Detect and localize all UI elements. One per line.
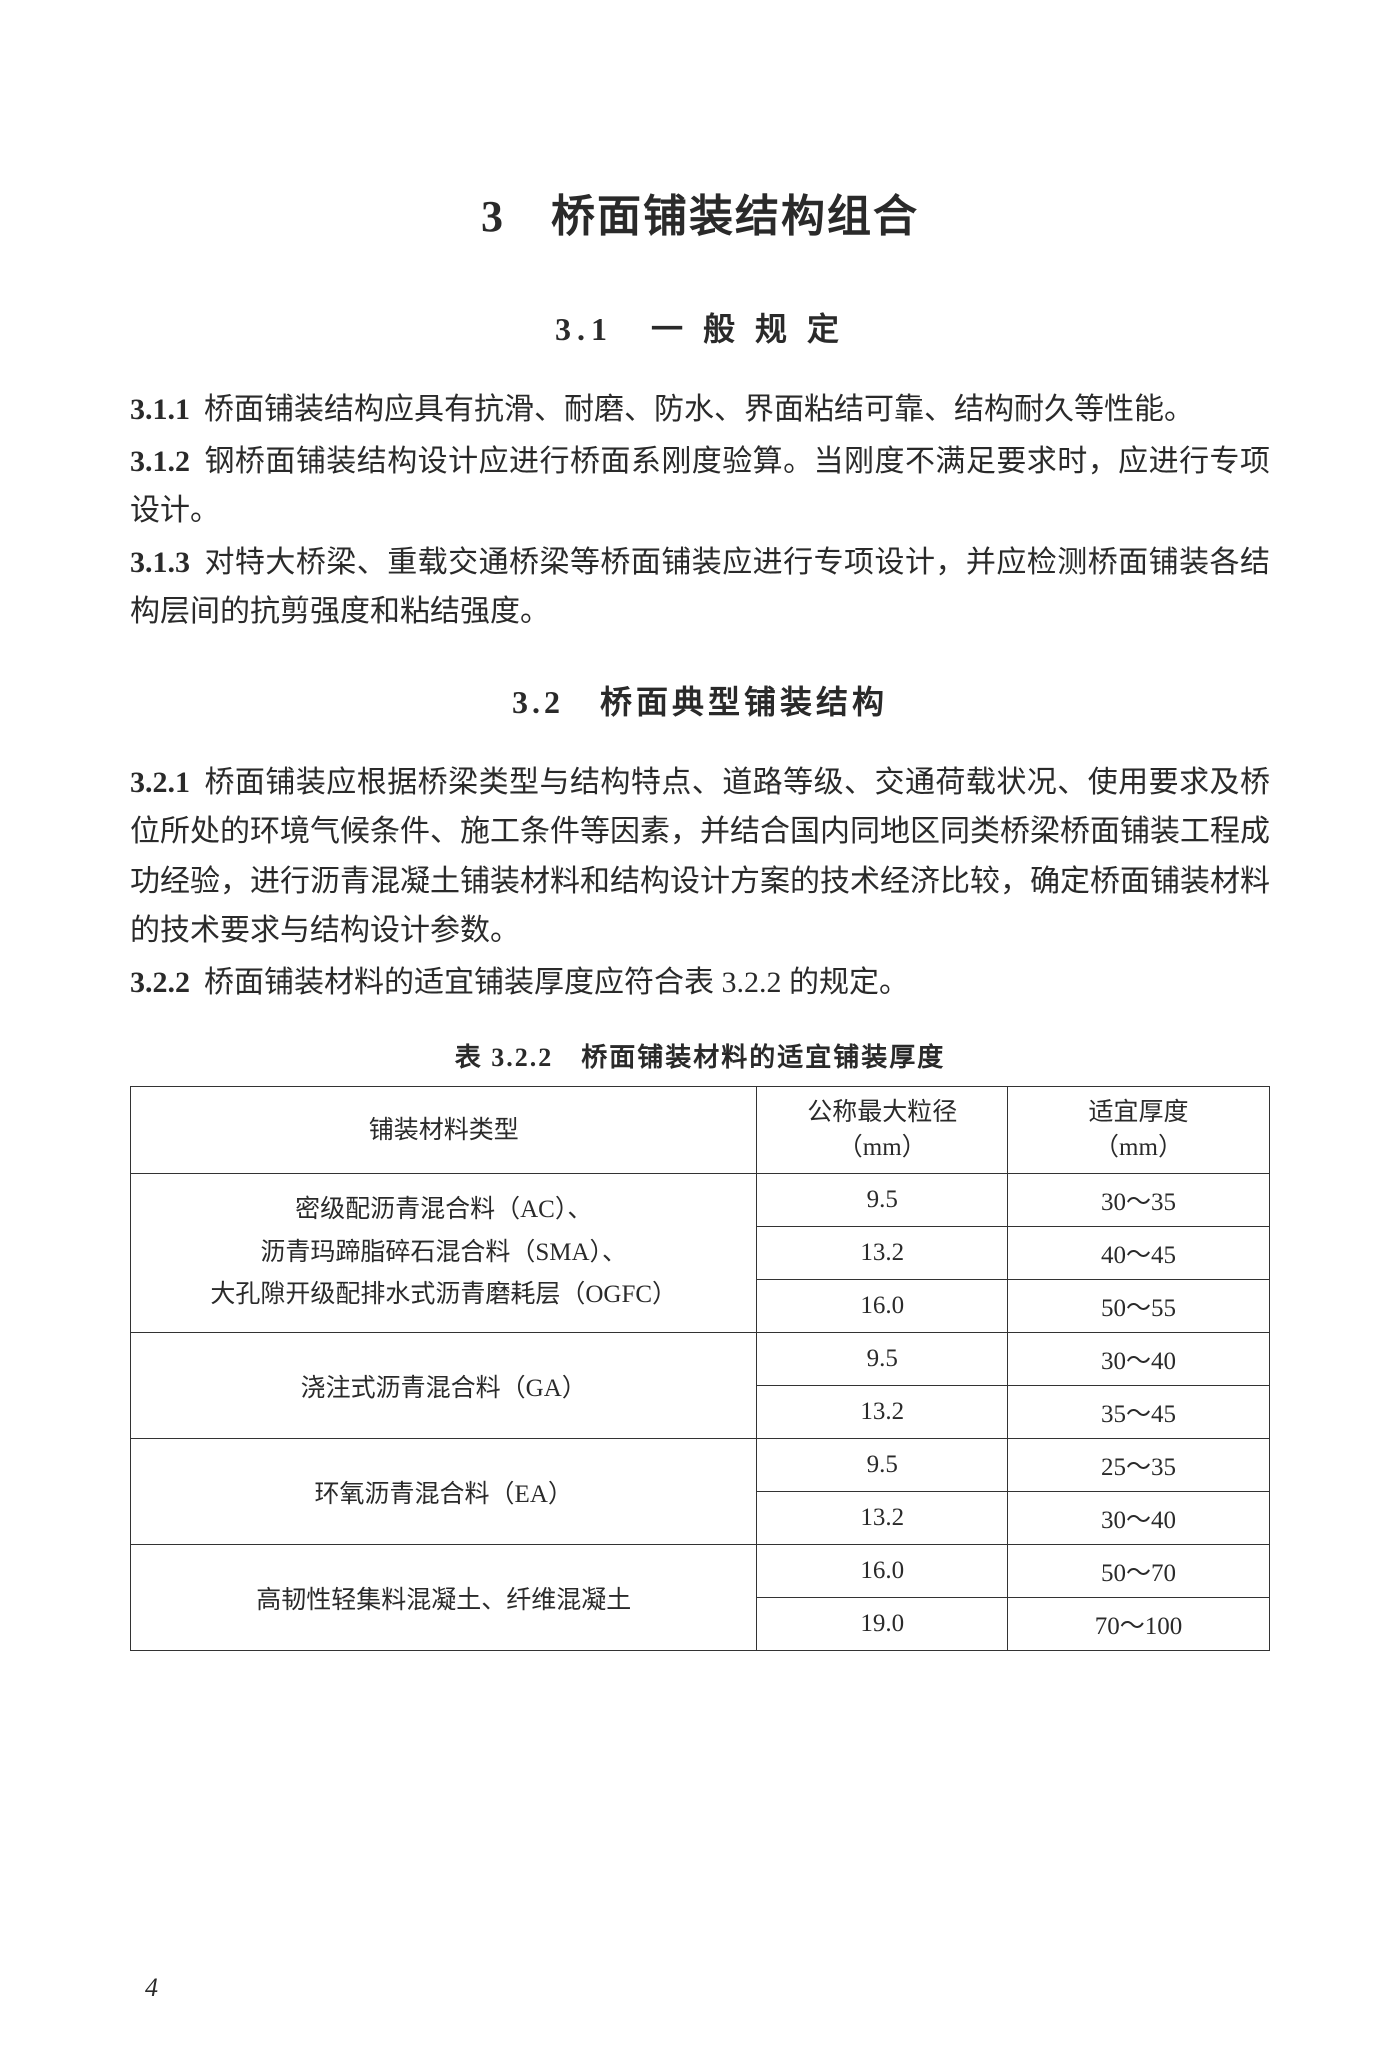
clause-num: 3.2.1 bbox=[130, 766, 190, 799]
chapter-title-text: 桥面铺装结构组合 bbox=[551, 192, 919, 241]
page-number: 4 bbox=[145, 1973, 158, 2003]
thick-cell: 30～35 bbox=[1008, 1174, 1270, 1227]
pavement-material-table: 铺装材料类型 公称最大粒径 （mm） 适宜厚度 （mm） 密级配沥青混合料（AC… bbox=[130, 1086, 1270, 1651]
section-2-title: 桥面典型铺装结构 bbox=[600, 684, 888, 720]
header-thick-unit: （mm） bbox=[1094, 1134, 1183, 1161]
table-body: 密级配沥青混合料（AC）、 沥青玛蹄脂碎石混合料（SMA）、 大孔隙开级配排水式… bbox=[131, 1174, 1270, 1651]
thick-cell: 50～70 bbox=[1008, 1545, 1270, 1598]
material-cell: 高韧性轻集料混凝土、纤维混凝土 bbox=[131, 1545, 757, 1651]
size-cell: 16.0 bbox=[757, 1545, 1008, 1598]
clause-3-1-3: 3.1.3对特大桥梁、重载交通桥梁等桥面铺装应进行专项设计，并应检测桥面铺装各结… bbox=[130, 538, 1270, 637]
clause-3-1-2: 3.1.2钢桥面铺装结构设计应进行桥面系刚度验算。当刚度不满足要求时，应进行专项… bbox=[130, 437, 1270, 536]
header-size-text: 公称最大粒径 bbox=[807, 1099, 957, 1126]
material-cell: 密级配沥青混合料（AC）、 沥青玛蹄脂碎石混合料（SMA）、 大孔隙开级配排水式… bbox=[131, 1174, 757, 1333]
thick-cell: 40～45 bbox=[1008, 1227, 1270, 1280]
size-cell: 16.0 bbox=[757, 1280, 1008, 1333]
table-header-thickness: 适宜厚度 （mm） bbox=[1008, 1087, 1270, 1174]
size-cell: 9.5 bbox=[757, 1439, 1008, 1492]
clause-text: 桥面铺装材料的适宜铺装厚度应符合表 3.2.2 的规定。 bbox=[204, 966, 909, 999]
table-header-material: 铺装材料类型 bbox=[131, 1087, 757, 1174]
table-row: 高韧性轻集料混凝土、纤维混凝土 16.0 50～70 bbox=[131, 1545, 1270, 1598]
clause-text: 桥面铺装结构应具有抗滑、耐磨、防水、界面粘结可靠、结构耐久等性能。 bbox=[204, 393, 1194, 426]
clause-text: 对特大桥梁、重载交通桥梁等桥面铺装应进行专项设计，并应检测桥面铺装各结构层间的抗… bbox=[130, 546, 1270, 629]
table-caption: 表 3.2.2 桥面铺装材料的适宜铺装厚度 bbox=[130, 1037, 1270, 1074]
clause-text: 桥面铺装应根据桥梁类型与结构特点、道路等级、交通荷载状况、使用要求及桥位所处的环… bbox=[130, 766, 1270, 948]
table-row: 密级配沥青混合料（AC）、 沥青玛蹄脂碎石混合料（SMA）、 大孔隙开级配排水式… bbox=[131, 1174, 1270, 1227]
thick-cell: 50～55 bbox=[1008, 1280, 1270, 1333]
chapter-title: 3 桥面铺装结构组合 bbox=[130, 180, 1270, 244]
size-cell: 13.2 bbox=[757, 1227, 1008, 1280]
material-line: 密级配沥青混合料（AC）、 bbox=[295, 1196, 592, 1223]
size-cell: 13.2 bbox=[757, 1386, 1008, 1439]
material-cell: 浇注式沥青混合料（GA） bbox=[131, 1333, 757, 1439]
size-cell: 19.0 bbox=[757, 1598, 1008, 1651]
clause-text: 钢桥面铺装结构设计应进行桥面系刚度验算。当刚度不满足要求时，应进行专项设计。 bbox=[130, 445, 1270, 528]
clause-num: 3.1.3 bbox=[130, 546, 190, 579]
thick-cell: 30～40 bbox=[1008, 1333, 1270, 1386]
size-cell: 9.5 bbox=[757, 1174, 1008, 1227]
section-1-title: 一 般 规 定 bbox=[651, 311, 845, 347]
section-2-number: 3.2 bbox=[512, 684, 564, 720]
material-cell: 环氧沥青混合料（EA） bbox=[131, 1439, 757, 1545]
chapter-number: 3 bbox=[481, 192, 505, 241]
header-size-unit: （mm） bbox=[838, 1134, 927, 1161]
material-line: 大孔隙开级配排水式沥青磨耗层（OGFC） bbox=[210, 1281, 677, 1308]
thick-cell: 35～45 bbox=[1008, 1386, 1270, 1439]
table-header-size: 公称最大粒径 （mm） bbox=[757, 1087, 1008, 1174]
table-row: 环氧沥青混合料（EA） 9.5 25～35 bbox=[131, 1439, 1270, 1492]
size-cell: 13.2 bbox=[757, 1492, 1008, 1545]
clause-num: 3.1.1 bbox=[130, 393, 190, 426]
clause-3-1-1: 3.1.1 桥面铺装结构应具有抗滑、耐磨、防水、界面粘结可靠、结构耐久等性能。 bbox=[130, 385, 1270, 435]
thick-cell: 70～100 bbox=[1008, 1598, 1270, 1651]
clause-3-2-2: 3.2.2 桥面铺装材料的适宜铺装厚度应符合表 3.2.2 的规定。 bbox=[130, 958, 1270, 1008]
section-title-2: 3.2 桥面典型铺装结构 bbox=[130, 677, 1270, 723]
clause-num: 3.2.2 bbox=[130, 966, 190, 999]
clause-num: 3.1.2 bbox=[130, 445, 190, 478]
clause-3-2-1: 3.2.1桥面铺装应根据桥梁类型与结构特点、道路等级、交通荷载状况、使用要求及桥… bbox=[130, 758, 1270, 956]
header-thick-text: 适宜厚度 bbox=[1089, 1099, 1189, 1126]
material-line: 沥青玛蹄脂碎石混合料（SMA）、 bbox=[260, 1239, 627, 1266]
thick-cell: 25～35 bbox=[1008, 1439, 1270, 1492]
size-cell: 9.5 bbox=[757, 1333, 1008, 1386]
section-1-number: 3.1 bbox=[555, 311, 613, 347]
section-title-1: 3.1 一 般 规 定 bbox=[130, 304, 1270, 350]
thick-cell: 30～40 bbox=[1008, 1492, 1270, 1545]
table-row: 浇注式沥青混合料（GA） 9.5 30～40 bbox=[131, 1333, 1270, 1386]
